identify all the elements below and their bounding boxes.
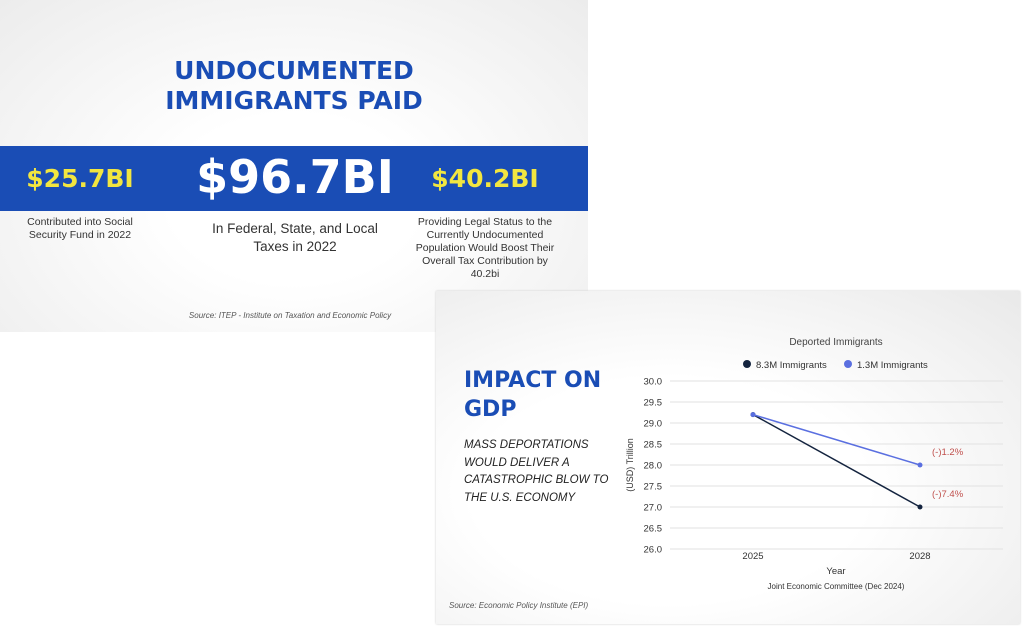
gdp-subtitle: MASS DEPORTATIONS WOULD DELIVER A CATASTRO… bbox=[464, 439, 609, 504]
y-tick-label: 26.0 bbox=[644, 545, 663, 556]
stat-desc: In Federal, State, and Local Taxes in 202… bbox=[212, 221, 378, 254]
y-tick-label: 27.5 bbox=[644, 482, 663, 493]
legend-label: 8.3M Immigrants bbox=[756, 360, 827, 371]
stat-legal-status: $40.2BI bbox=[431, 164, 539, 193]
legend-marker bbox=[844, 360, 852, 368]
chart-title: Deported Immigrants bbox=[789, 337, 882, 348]
title-line: IMMIGRANTS PAID bbox=[165, 86, 423, 115]
data-point bbox=[917, 462, 923, 468]
series-line bbox=[752, 413, 921, 508]
legend-item: 1.3M Immigrants bbox=[844, 360, 928, 371]
y-tick-label: 28.0 bbox=[644, 461, 663, 472]
data-label: (-)1.2% bbox=[932, 447, 964, 458]
y-tick-label: 28.5 bbox=[644, 440, 663, 451]
legend-item: 8.3M Immigrants bbox=[743, 360, 827, 371]
x-axis-label: Year bbox=[826, 566, 845, 577]
stat-desc: Contributed into Social Security Fund in … bbox=[27, 216, 133, 241]
gdp-source: Source: Economic Policy Institute (EPI) bbox=[449, 601, 589, 610]
gdp-card bbox=[436, 291, 1020, 624]
chart-note: Joint Economic Committee (Dec 2024) bbox=[768, 582, 905, 591]
x-tick-label: 2028 bbox=[909, 551, 930, 562]
y-tick-label: 29.5 bbox=[644, 398, 663, 409]
stat-total-taxes: $96.7BI bbox=[196, 150, 394, 204]
tax-source: Source: ITEP - Institute on Taxation and… bbox=[188, 311, 392, 320]
y-tick-label: 26.5 bbox=[644, 524, 663, 535]
title-line: UNDOCUMENTED bbox=[174, 56, 414, 85]
data-point bbox=[917, 504, 923, 510]
tax-title: UNDOCUMENTED IMMIGRANTS PAID bbox=[0, 56, 588, 116]
legend-label: 1.3M Immigrants bbox=[857, 360, 928, 371]
legend-marker bbox=[743, 360, 751, 368]
y-tick-label: 29.0 bbox=[644, 419, 663, 430]
x-tick-label: 2025 bbox=[742, 551, 763, 562]
y-tick-label: 30.0 bbox=[644, 377, 663, 388]
stat-desc: Providing Legal Status to the Currently U… bbox=[415, 216, 555, 280]
data-label: (-)7.4% bbox=[932, 489, 964, 500]
y-tick-label: 27.0 bbox=[644, 503, 663, 514]
gdp-title: IMPACT ON GDP bbox=[464, 368, 602, 422]
stats-band bbox=[0, 146, 588, 211]
data-point bbox=[750, 412, 756, 418]
series-line bbox=[752, 413, 921, 466]
stat-social-security: $25.7BI bbox=[26, 164, 134, 193]
y-axis-label: (USD) Trillion bbox=[625, 438, 635, 492]
